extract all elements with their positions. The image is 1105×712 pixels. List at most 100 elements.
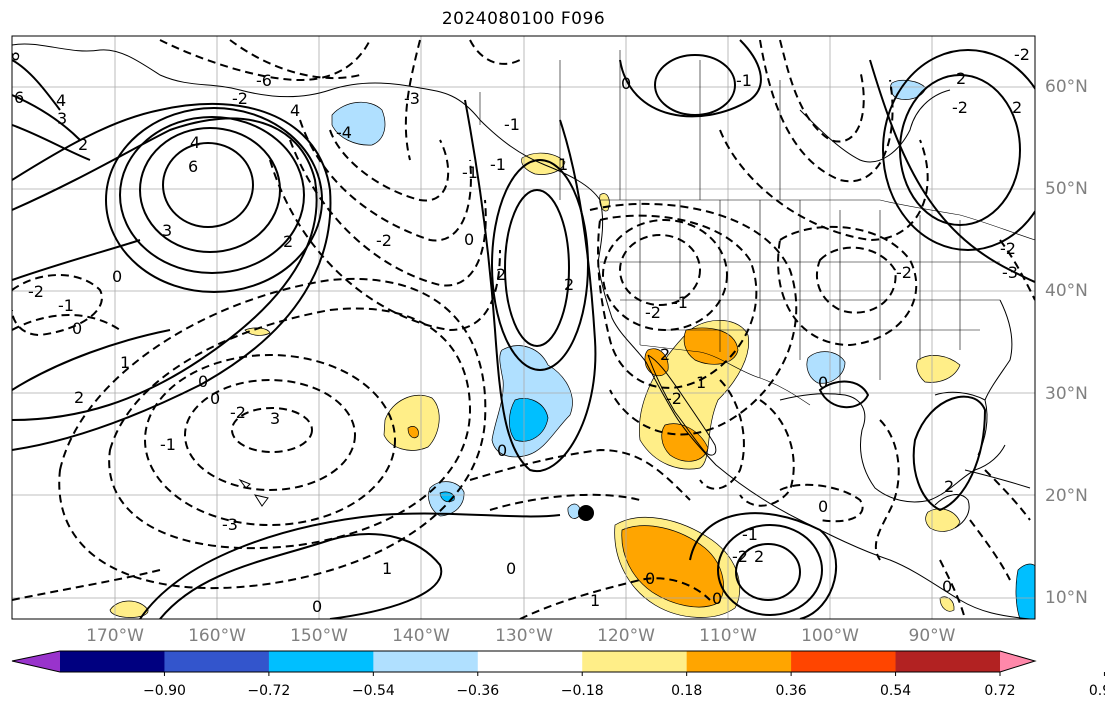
contour-label: 0 — [312, 597, 322, 616]
shade-orange-east-pacific-core — [621, 525, 724, 608]
shade-yellow-hawaii-n — [383, 394, 440, 451]
contour-mex-high-1 — [735, 543, 801, 601]
contour-label: -2 — [376, 231, 392, 250]
contour-label: 2 — [283, 232, 293, 251]
contour-caribbean-neg-2 — [969, 519, 1011, 581]
lon-label-110w: 110°W — [699, 626, 757, 646]
contour-mex-south-neg — [779, 483, 864, 523]
contour-north-4 — [469, 39, 521, 65]
hawaii-2 — [253, 494, 269, 507]
contour-mex-high-2 — [717, 524, 823, 616]
contour-south-neg-1 — [12, 569, 161, 601]
lat-label-60n: 60°N — [1045, 77, 1088, 97]
lon-label-90w: 90°W — [908, 626, 956, 646]
colorbar-tick-label: 0.72 — [984, 683, 1016, 699]
colorbar-segment — [60, 651, 165, 672]
contour-central-us — [815, 246, 897, 314]
state-lines — [600, 200, 1000, 395]
lon-label-170w: 170°W — [86, 626, 144, 646]
contour-south-positive — [159, 533, 443, 619]
contour-label: -4 — [336, 123, 352, 142]
contour-label: -2 — [1014, 45, 1030, 64]
negative-contours — [12, 39, 1035, 619]
contour-label: -1 — [58, 296, 74, 315]
shade-yellow-gulf — [916, 355, 961, 383]
contour-west-pacific-3 — [464, 99, 597, 473]
contour-label: 4 — [56, 91, 66, 110]
contour-caribbean-neg-3 — [939, 559, 966, 619]
contour-canada-low-2 — [759, 39, 894, 183]
contour-hudson-high — [654, 54, 736, 116]
contour-label: 2 — [78, 135, 88, 154]
map-title: 2024080100 F096 — [441, 9, 606, 29]
coast-east — [984, 299, 1013, 401]
contour-label: 1 — [590, 591, 600, 610]
colorbar-segment — [477, 651, 583, 672]
shade-deepblue-pacific — [509, 398, 549, 442]
cuba — [964, 469, 1031, 489]
colorbar-tick-label: −0.72 — [247, 683, 291, 699]
contour-label: -2 — [645, 303, 661, 322]
colorbar-tick-label: 0.18 — [671, 683, 703, 699]
contour-ne-high-2 — [882, 49, 1035, 251]
contour-label: -2 — [666, 389, 682, 408]
colorbar-tick-label: −0.36 — [456, 683, 500, 699]
contour-low-central-3 — [144, 354, 396, 526]
lat-label-50n: 50°N — [1045, 179, 1088, 199]
colorbar-segment — [164, 651, 270, 672]
contour-label: 1 — [696, 373, 706, 392]
contour-label: -3 — [404, 89, 420, 108]
contour-label: 0 — [818, 373, 828, 392]
contour-sw-us-2 — [602, 219, 728, 331]
coast-baja — [647, 354, 717, 456]
contour-label: -6 — [256, 71, 272, 90]
lon-label-100w: 100°W — [801, 626, 859, 646]
hawaii-1 — [238, 478, 251, 489]
colorbar-extend-high — [1000, 651, 1035, 672]
contour-label: 1 — [558, 155, 568, 174]
colorbar-outline — [11, 650, 1037, 673]
contour-label: -1 — [742, 525, 758, 544]
colorbar-tick-label: −0.18 — [560, 683, 604, 699]
lat-label-30n: 30°N — [1045, 384, 1088, 404]
contour-north-2 — [229, 39, 361, 79]
contour-label: -2 — [1000, 239, 1016, 258]
map-background — [12, 36, 1035, 619]
contour-central-us-2 — [777, 225, 918, 347]
forecast-map: 8 6 4 3 2 6 4 3 2 0 -2 -1 0 1 0 2 3 -2 -… — [11, 35, 1036, 620]
contour-label: 2 — [1012, 98, 1022, 117]
contour-sw-us-4 — [589, 202, 798, 436]
contour-label: -2 — [28, 282, 44, 301]
lat-label-10n: 10°N — [1045, 588, 1088, 608]
contour-west-0 — [12, 239, 141, 281]
contour-label: 3 — [57, 109, 67, 128]
contour-label: 1 — [382, 559, 392, 578]
contour-west-pacific — [504, 189, 570, 347]
colorbar-tick-label: −0.90 — [142, 683, 186, 699]
lat-label-20n: 20°N — [1045, 486, 1088, 506]
contour-label: 6 — [188, 157, 198, 176]
contour-ne-high-1 — [899, 74, 1021, 226]
contour-label: -2 — [952, 98, 968, 117]
colorbar-tick-label: −0.54 — [351, 683, 395, 699]
contour-gulf-alaska-4 — [269, 159, 501, 332]
contour-high-nw-1 — [162, 142, 254, 228]
coast-yucatan — [934, 494, 970, 529]
contour-high-nw-3 — [119, 116, 305, 274]
borders — [479, 50, 1035, 406]
contour-label: -3 — [222, 515, 238, 534]
contour-label: -2 — [896, 263, 912, 282]
contour-ne-outer — [869, 59, 1035, 283]
contour-hudson-outer — [619, 39, 762, 118]
contour-pacific-neg-1 — [469, 448, 691, 501]
lon-label-150w: 150°W — [290, 626, 348, 646]
lon-label-120w: 120°W — [597, 626, 655, 646]
contour-label: 2 — [496, 265, 506, 284]
contour-label: 0 — [621, 74, 631, 93]
contour-label: 2 — [74, 388, 84, 407]
contour-mex-outer — [689, 512, 837, 619]
contour-label: -3 — [1002, 263, 1018, 282]
contour-label: 2 — [956, 69, 966, 88]
contour-label: -1 — [672, 293, 688, 312]
contour-label: 0 — [112, 267, 122, 286]
